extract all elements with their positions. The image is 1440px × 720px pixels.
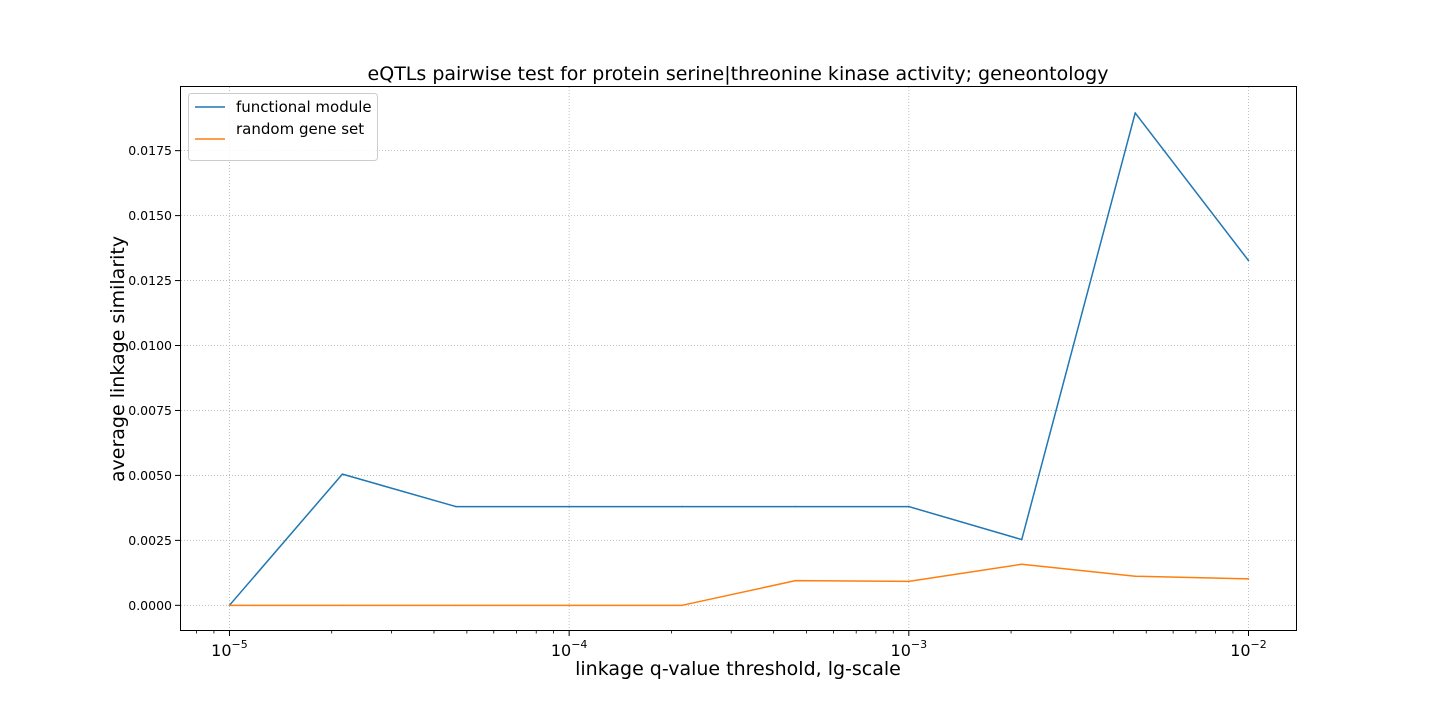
legend-label-functional-module: functional module <box>236 98 372 116</box>
x-axis-label: linkage q-value threshold, lg-scale <box>575 658 901 680</box>
data-point-functional-module <box>1247 259 1250 262</box>
x-tick-label-exponent: −4 <box>571 638 587 651</box>
data-point-functional-module <box>1020 538 1023 541</box>
x-tick-label-exponent: −5 <box>232 638 248 651</box>
data-point-random-gene-set <box>455 604 457 607</box>
legend-label-random-gene-set: random gene set <box>236 120 364 138</box>
x-tick-label: 10−5 <box>211 638 248 660</box>
y-tick-label: 0.0000 <box>128 598 172 613</box>
data-point-functional-module <box>568 505 570 508</box>
y-tick-label: 0.0175 <box>128 143 172 158</box>
x-tick-label-base: 10 <box>551 641 571 660</box>
data-point-random-gene-set <box>794 579 797 582</box>
data-point-random-gene-set <box>1247 578 1250 580</box>
x-tick-label-base: 10 <box>891 641 911 660</box>
y-tick-label: 0.0075 <box>128 403 172 418</box>
y-tick-label: 0.0050 <box>128 468 172 483</box>
legend-box <box>188 93 378 161</box>
y-axis-ticks: 0.0000 0.0025 0.0050 0.0075 0.0100 0.0125 0.01… <box>128 143 181 613</box>
data-point-random-gene-set <box>1020 563 1023 566</box>
series-lines <box>228 112 1250 607</box>
y-tick-label: 0.0125 <box>128 273 172 288</box>
data-point-functional-module <box>681 505 683 508</box>
data-point-random-gene-set <box>341 604 344 607</box>
data-point-random-gene-set <box>568 604 570 607</box>
data-point-random-gene-set <box>681 604 683 607</box>
data-point-functional-module <box>341 473 344 475</box>
x-axis-ticks: 10−5 10−4 10−3 10−2 <box>211 630 1267 660</box>
series-line-functional-module <box>228 112 1250 606</box>
data-point-functional-module <box>908 505 910 508</box>
chart-title: eQTLs pairwise test for protein serine|t… <box>368 63 1109 85</box>
data-point-random-gene-set <box>228 604 231 607</box>
y-axis-label: average linkage similarity <box>107 236 129 482</box>
y-tick-label: 0.0025 <box>128 533 172 548</box>
y-tick-label: 0.0100 <box>128 338 172 353</box>
legend: functional module random gene set <box>188 93 378 161</box>
data-point-functional-module <box>1134 112 1137 114</box>
x-tick-label-exponent: −3 <box>911 638 927 651</box>
data-point-random-gene-set <box>908 580 910 583</box>
data-point-random-gene-set <box>1134 575 1137 578</box>
x-tick-label-base: 10 <box>1230 641 1250 660</box>
plot-area-frame <box>180 86 1297 631</box>
x-tick-label: 10−4 <box>551 638 588 660</box>
x-tick-label: 10−2 <box>1230 638 1267 660</box>
series-line-random-gene-set <box>229 563 1249 607</box>
y-tick-label: 0.0150 <box>128 208 172 223</box>
data-point-functional-module <box>455 505 457 508</box>
x-tick-label: 10−3 <box>891 638 928 660</box>
data-point-functional-module <box>794 505 797 508</box>
x-tick-label-base: 10 <box>211 641 231 660</box>
grid-lines <box>181 87 1296 630</box>
x-tick-label-exponent: −2 <box>1251 638 1267 651</box>
